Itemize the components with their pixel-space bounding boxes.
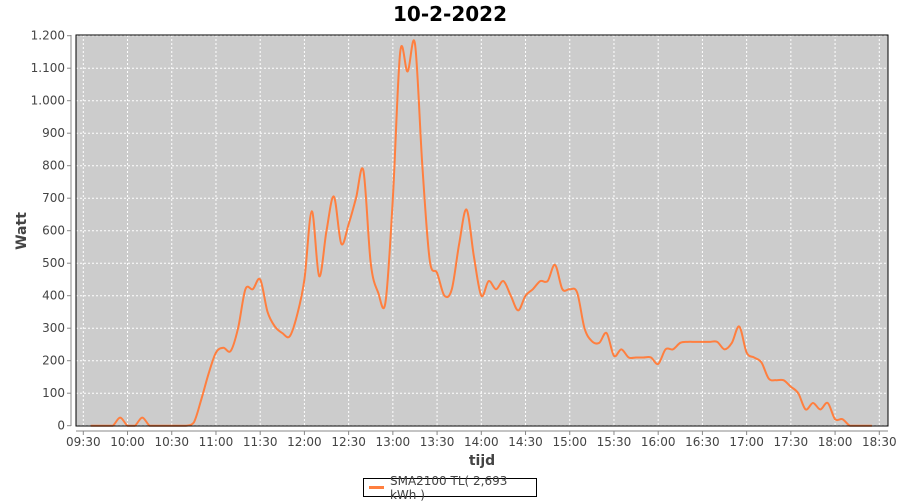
y-tick-label: 900 xyxy=(42,126,65,140)
legend-label: SMA2100 TL( 2,693 kWh ) xyxy=(390,474,536,502)
y-tick-label: 1.000 xyxy=(31,94,65,108)
x-tick-label: 10:30 xyxy=(154,435,189,449)
y-tick-label: 800 xyxy=(42,159,65,173)
y-tick-label: 500 xyxy=(42,256,65,270)
x-tick-label: 14:30 xyxy=(508,435,543,449)
x-tick-label: 11:00 xyxy=(199,435,234,449)
y-axis-label: Watt xyxy=(14,212,30,250)
y-tick-label: 700 xyxy=(42,191,65,205)
y-tick-label: 1.100 xyxy=(31,61,65,75)
x-tick-label: 18:00 xyxy=(818,435,853,449)
y-tick-label: 600 xyxy=(42,224,65,238)
legend-swatch xyxy=(369,486,384,489)
x-tick-label: 14:00 xyxy=(464,435,499,449)
y-tick-label: 0 xyxy=(57,419,65,433)
x-tick-label: 17:00 xyxy=(729,435,764,449)
x-tick-label: 16:30 xyxy=(685,435,720,449)
x-tick-label: 13:00 xyxy=(376,435,411,449)
x-tick-label: 15:30 xyxy=(597,435,632,449)
y-axis-ticks: 0 100 200 300 400 500 600 700 800 900 1.000 1.100 1.… xyxy=(31,29,71,433)
x-axis-label: tijd xyxy=(469,453,495,469)
x-tick-label: 09:30 xyxy=(66,435,101,449)
legend: SMA2100 TL( 2,693 kWh ) xyxy=(363,478,537,497)
x-tick-label: 13:30 xyxy=(420,435,455,449)
x-tick-label: 12:00 xyxy=(287,435,322,449)
y-tick-label: 100 xyxy=(42,386,65,400)
x-tick-label: 17:30 xyxy=(774,435,809,449)
x-tick-label: 12:30 xyxy=(331,435,366,449)
y-tick-label: 300 xyxy=(42,321,65,335)
y-tick-label: 400 xyxy=(42,289,65,303)
x-tick-label: 10:00 xyxy=(110,435,145,449)
x-tick-label: 16:00 xyxy=(641,435,676,449)
y-tick-label: 1.200 xyxy=(31,29,65,43)
x-tick-label: 15:00 xyxy=(552,435,587,449)
x-tick-label: 18:30 xyxy=(862,435,897,449)
y-tick-label: 200 xyxy=(42,354,65,368)
chart-title: 10-2-2022 xyxy=(393,2,507,26)
x-axis-ticks: 09:30 10:00 10:30 11:00 11:30 12:00 12:30 13:00… xyxy=(66,431,897,449)
x-tick-label: 11:30 xyxy=(243,435,278,449)
